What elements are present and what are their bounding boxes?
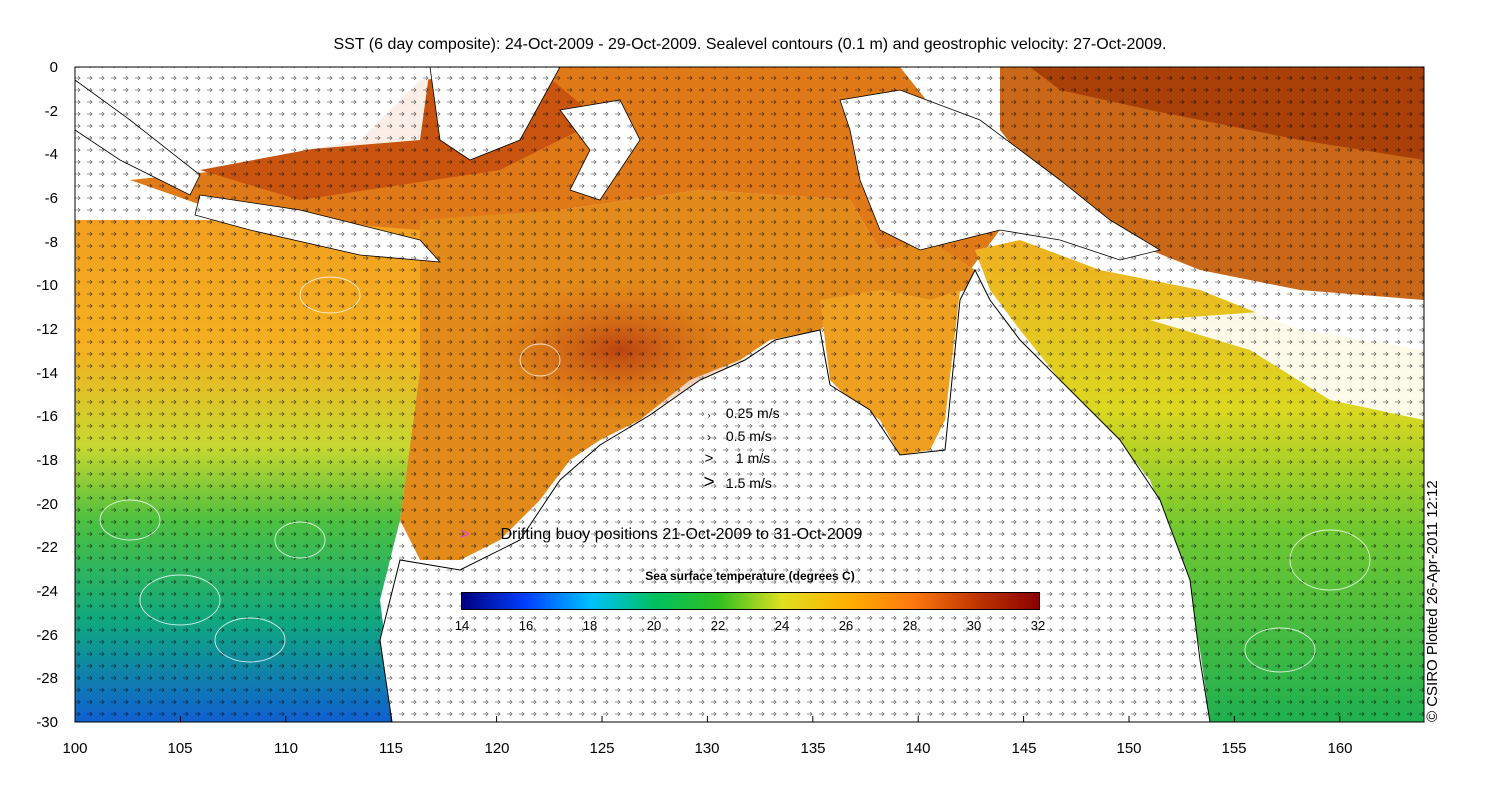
y-tick-label: -6 [44, 190, 58, 207]
colorbar-tick-label: 20 [646, 618, 662, 633]
buoy-marker-icon: > [460, 526, 470, 543]
colorbar-title: Sea surface temperature (degrees C) [645, 569, 855, 583]
y-tick-label: -24 [36, 583, 58, 600]
y-tick-label: 0 [49, 59, 58, 76]
velocity-legend-row: › 0.5 m/s [696, 428, 772, 444]
y-tick-label: -28 [36, 670, 58, 687]
axis-ticks [74, 716, 1341, 722]
colorbar [461, 592, 1040, 610]
velocity-legend-row: › 0.25 m/s [696, 405, 780, 421]
velocity-legend-row: > 1.5 m/s [696, 472, 772, 494]
x-tick-label: 110 [274, 740, 298, 757]
arrow-icon: › [707, 430, 711, 444]
x-tick-label: 145 [1011, 740, 1037, 757]
x-tick-label: 130 [694, 740, 720, 757]
y-tick-label: -10 [36, 277, 58, 294]
x-tick-label: 125 [589, 740, 615, 757]
velocity-legend-label: 0.5 m/s [725, 428, 772, 444]
y-tick-label: -30 [36, 714, 58, 731]
x-tick-label: 150 [1116, 740, 1142, 757]
colorbar-tick-label: 24 [774, 618, 790, 633]
credit-text: © CSIRO Plotted 26-Apr-2011 12:12 [1424, 480, 1441, 722]
x-tick-label: 140 [905, 740, 931, 757]
velocity-legend-label: 1.5 m/s [725, 475, 772, 491]
arrow-icon: > [704, 450, 714, 467]
y-tick-label: -18 [36, 452, 58, 469]
colorbar-tick-label: 18 [582, 618, 598, 633]
colorbar-tick-label: 32 [1030, 618, 1046, 633]
x-tick-label: 115 [379, 740, 403, 757]
x-tick-label: 135 [800, 740, 826, 757]
y-tick-label: -8 [44, 234, 58, 251]
x-tick-label: 105 [167, 740, 193, 757]
plot-frame [74, 66, 1425, 723]
x-tick-label: 160 [1327, 740, 1353, 757]
colorbar-tick-label: 28 [902, 618, 918, 633]
y-tick-label: -4 [44, 146, 58, 163]
colorbar-tick-label: 22 [710, 618, 726, 633]
map-plot-area [75, 67, 1424, 722]
colorbar-tick-label: 14 [454, 618, 470, 633]
arrow-icon: > [703, 472, 715, 493]
y-tick-label: -14 [36, 365, 58, 382]
velocity-legend-label: 0.25 m/s [725, 405, 780, 421]
x-tick-label: 155 [1221, 740, 1247, 757]
y-tick-label: -12 [36, 321, 58, 338]
velocity-legend-label: 1 m/s [735, 450, 771, 466]
x-tick-label: 120 [484, 740, 510, 757]
y-tick-label: -2 [44, 103, 58, 120]
y-tick-label: -22 [36, 539, 58, 556]
colorbar-tick-label: 30 [966, 618, 982, 633]
buoy-legend: > Drifting buoy positions 21-Oct-2009 to… [460, 526, 862, 544]
arrow-icon: › [707, 410, 711, 420]
y-tick-label: -16 [36, 408, 58, 425]
map-title: SST (6 day composite): 24-Oct-2009 - 29-… [333, 36, 1167, 53]
colorbar-tick-label: 26 [838, 618, 854, 633]
velocity-legend-row: > 1 m/s [696, 450, 771, 467]
y-tick-label: -26 [36, 627, 58, 644]
y-tick-label: -20 [36, 496, 58, 513]
buoy-legend-label: Drifting buoy positions 21-Oct-2009 to 3… [500, 526, 863, 543]
colorbar-tick-label: 16 [518, 618, 534, 633]
x-tick-label: 100 [62, 740, 88, 757]
